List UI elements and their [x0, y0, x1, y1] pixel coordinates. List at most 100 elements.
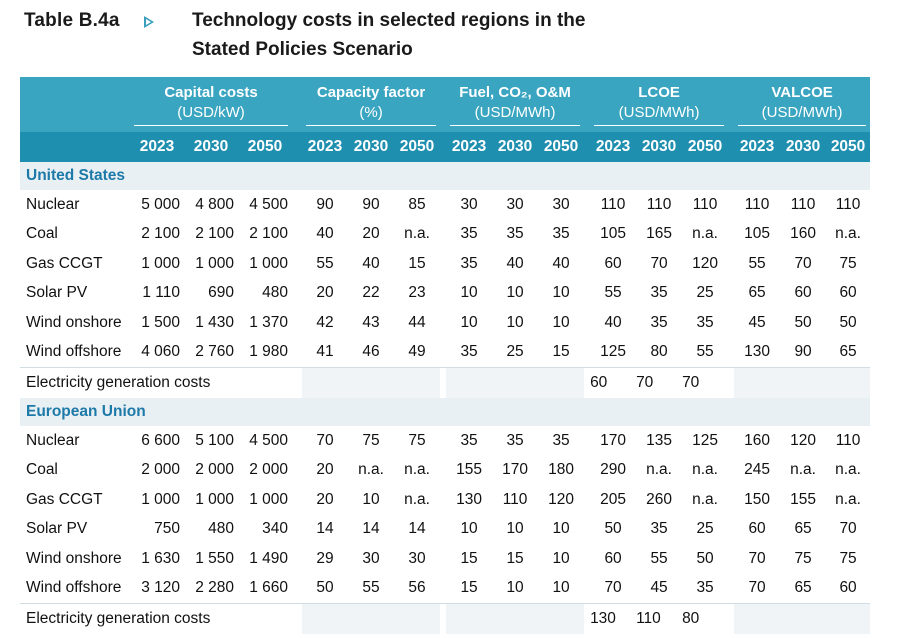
- value-cell: 1 000: [249, 254, 289, 272]
- column-gap: [292, 190, 302, 220]
- column-gap: [292, 220, 302, 250]
- column-gap: [292, 603, 303, 634]
- value-cell: 3 120: [141, 579, 180, 597]
- value-cell: 90: [362, 195, 380, 213]
- value-cell: 40: [316, 225, 334, 243]
- value-cell: 30: [552, 195, 570, 213]
- value-cell: 10: [460, 520, 478, 538]
- technology-label: Nuclear: [26, 431, 80, 449]
- value-cell: 170: [600, 431, 626, 449]
- value-cell: 10: [460, 313, 478, 331]
- value-cell: 260: [646, 490, 672, 508]
- value-cell: 15: [408, 254, 426, 272]
- table-row: Nuclear 5 000 4 800 4 500 90 90 85 30 30 30 110 110…: [20, 190, 870, 220]
- total-value-cell: 70: [636, 367, 683, 398]
- value-cell: 135: [646, 431, 672, 449]
- value-cell: 15: [552, 343, 570, 361]
- value-cell: 40: [362, 254, 380, 272]
- value-cell: 10: [552, 284, 570, 302]
- value-cell: 44: [408, 313, 426, 331]
- value-cell: 35: [506, 431, 524, 449]
- year-header-gap: [292, 132, 303, 162]
- value-cell: 155: [790, 490, 816, 508]
- year-header-cell: 2023: [590, 132, 637, 162]
- value-cell: 14: [362, 520, 380, 538]
- table-row: Gas CCGT 1 000 1 000 1 000 55 40 15 35 40 40 60 70 1…: [20, 249, 870, 279]
- technology-label: Nuclear: [26, 195, 80, 213]
- generation-costs-row: Electricity generation costs 60 70 70: [20, 367, 871, 398]
- value-cell: 75: [362, 431, 380, 449]
- value-cell: 50: [604, 520, 622, 538]
- value-cell: 90: [316, 195, 334, 213]
- value-cell: 70: [839, 520, 857, 538]
- value-cell: 1 660: [249, 579, 289, 597]
- column-gap: [440, 603, 447, 634]
- table-row: Coal 2 000 2 000 2 000 20 n.a. n.a. 155 170 180 29…: [20, 456, 870, 486]
- value-cell: 56: [408, 579, 426, 597]
- table-title: Table B.4a Technology costs in selected …: [24, 8, 884, 70]
- value-cell: 25: [506, 343, 524, 361]
- triangle-pointer-icon: [144, 16, 154, 28]
- value-cell: 65: [748, 284, 766, 302]
- value-cell: 70: [748, 549, 766, 567]
- region-header-row: United States: [20, 162, 871, 190]
- value-cell: 160: [744, 431, 770, 449]
- value-cell: 43: [362, 313, 380, 331]
- value-cell: 2 280: [195, 579, 234, 597]
- year-header-gap: [728, 132, 735, 162]
- column-gap: [292, 515, 302, 545]
- group-lcoe: LCOE (USD/MWh): [590, 77, 729, 132]
- value-cell: 25: [696, 284, 714, 302]
- value-cell: n.a.: [692, 225, 718, 243]
- value-cell: 15: [460, 579, 478, 597]
- value-cell: 45: [748, 313, 766, 331]
- technology-label: Wind onshore: [26, 549, 122, 567]
- value-cell: 1 430: [195, 313, 234, 331]
- value-cell: n.a.: [835, 490, 861, 508]
- value-cell: 22: [362, 284, 380, 302]
- value-cell: 125: [692, 431, 718, 449]
- value-cell: 30: [460, 195, 478, 213]
- value-cell: 75: [408, 431, 426, 449]
- column-gap: [292, 485, 302, 515]
- empty-cell: [446, 367, 585, 398]
- table-row: Nuclear 6 600 5 100 4 500 70 75 75 35 35 35 170 135…: [20, 426, 870, 456]
- value-cell: 35: [460, 254, 478, 272]
- value-cell: n.a.: [790, 461, 816, 479]
- value-cell: 120: [790, 431, 816, 449]
- value-cell: 60: [748, 520, 766, 538]
- technology-label: Coal: [26, 225, 58, 243]
- technology-label: Wind onshore: [26, 313, 122, 331]
- value-cell: 245: [744, 461, 770, 479]
- value-cell: 4 500: [249, 431, 289, 449]
- value-cell: 2 000: [141, 461, 180, 479]
- value-cell: 35: [650, 520, 668, 538]
- value-cell: 5 000: [141, 195, 180, 213]
- year-header-gap: [584, 132, 591, 162]
- value-cell: 15: [460, 549, 478, 567]
- empty-cell: [302, 603, 441, 634]
- value-cell: 49: [408, 343, 426, 361]
- empty-cell: [446, 603, 585, 634]
- value-cell: 1 000: [195, 254, 234, 272]
- value-cell: 23: [408, 284, 426, 302]
- column-gap: [292, 574, 302, 604]
- value-cell: 1 000: [141, 490, 180, 508]
- year-header-cell: 2050: [538, 132, 585, 162]
- value-cell: 2 100: [141, 225, 180, 243]
- value-cell: n.a.: [404, 225, 430, 243]
- value-cell: 10: [460, 284, 478, 302]
- header-corner: [20, 77, 130, 132]
- group-header-row: Capital costs (USD/kW) Capacity factor (%)…: [20, 77, 871, 132]
- value-cell: 105: [600, 225, 626, 243]
- column-gap: [584, 367, 591, 398]
- technology-label: Gas CCGT: [26, 254, 103, 272]
- table-row: Wind onshore 1 630 1 550 1 490 29 30 30 15 15 10 6…: [20, 544, 870, 574]
- column-gap: [292, 249, 302, 279]
- value-cell: 35: [460, 431, 478, 449]
- value-cell: 4 060: [141, 343, 180, 361]
- region-header-row: European Union: [20, 398, 871, 426]
- total-value-cell: 60: [590, 367, 637, 398]
- value-cell: 40: [506, 254, 524, 272]
- value-cell: n.a.: [835, 225, 861, 243]
